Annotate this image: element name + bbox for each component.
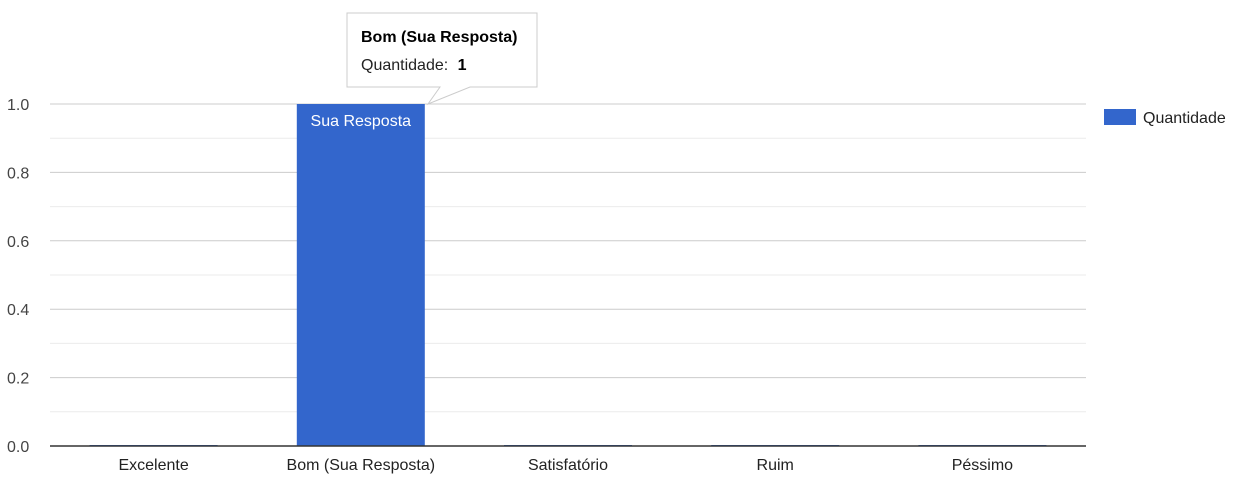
- tooltip-value: 1: [458, 57, 467, 74]
- y-tick-label: 0.2: [7, 371, 29, 388]
- legend-swatch: [1104, 109, 1136, 125]
- x-tick-label: Bom (Sua Resposta): [287, 457, 436, 474]
- y-axis-ticks: 0.0 0.2 0.4 0.6 0.8 1.0: [7, 97, 29, 456]
- y-tick-label: 0.0: [7, 439, 29, 456]
- legend[interactable]: Quantidade: [1104, 109, 1226, 127]
- x-tick-label: Satisfatório: [528, 457, 608, 474]
- bar[interactable]: [296, 104, 425, 446]
- x-tick-label: Excelente: [118, 457, 188, 474]
- tooltip-box: [346, 12, 538, 106]
- legend-label: Quantidade: [1143, 110, 1226, 127]
- grid: [50, 103, 1086, 413]
- y-tick-label: 0.8: [7, 165, 29, 182]
- y-tick-label: 0.6: [7, 234, 29, 251]
- x-axis-labels: Excelente Bom (Sua Resposta) Satisfatório R…: [118, 457, 1013, 474]
- tooltip-line: Quantidade: 1: [361, 57, 467, 74]
- y-tick-label: 0.4: [7, 302, 29, 319]
- tooltip-label: Quantidade:: [361, 57, 448, 74]
- x-tick-label: Ruim: [757, 457, 794, 474]
- tooltip: Bom (Sua Resposta) Quantidade: 1: [346, 12, 538, 106]
- x-tick-label: Péssimo: [952, 457, 1013, 474]
- y-tick-label: 1.0: [7, 97, 29, 114]
- tooltip-title: Bom (Sua Resposta): [361, 29, 517, 46]
- bar-annotation: Sua Resposta: [311, 113, 412, 130]
